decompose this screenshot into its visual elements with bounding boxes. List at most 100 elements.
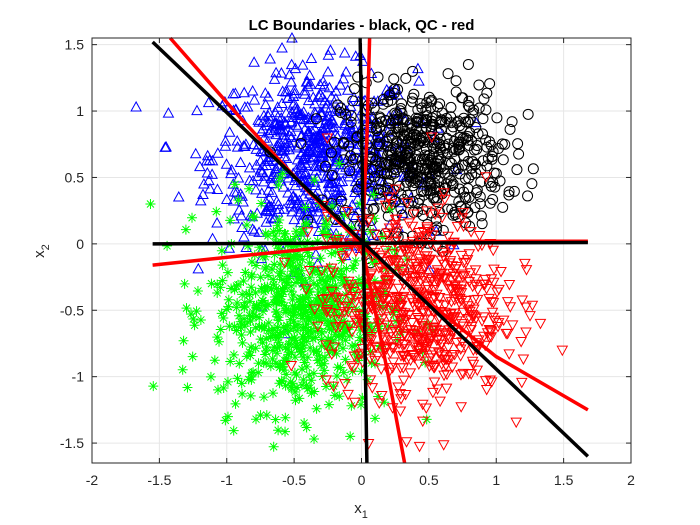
- data-point: [336, 251, 349, 262]
- data-point: [284, 338, 295, 349]
- data-point: [399, 389, 412, 401]
- data-point: [268, 279, 279, 290]
- data-point: [274, 296, 285, 307]
- data-point: [270, 162, 282, 173]
- data-point: [236, 378, 247, 389]
- data-point: [180, 224, 191, 235]
- data-point: [420, 403, 433, 415]
- axis-ticks: -2 -1.5 -1 -0.5 0 0.5 1 1.5 2 -1.5 -1 -0.5 0 0.5 1 1.5: [60, 37, 635, 488]
- data-point: [456, 213, 469, 224]
- data-point: [512, 138, 524, 150]
- data-point: [250, 143, 263, 154]
- data-point: [267, 264, 278, 275]
- data-point: [534, 318, 547, 330]
- data-point: [394, 406, 407, 418]
- data-point: [281, 355, 292, 366]
- data-point: [251, 170, 264, 181]
- data-point: [386, 132, 398, 144]
- data-point: [319, 352, 330, 363]
- data-point: [276, 97, 288, 109]
- data-point: [501, 328, 514, 340]
- data-point: [399, 255, 412, 267]
- data-point: [277, 181, 290, 192]
- data-point: [398, 344, 411, 355]
- data-point: [337, 253, 349, 264]
- data-point: [392, 283, 405, 295]
- data-point: [319, 122, 332, 133]
- data-point: [148, 381, 159, 392]
- data-point: [348, 397, 361, 409]
- data-point: [303, 146, 315, 157]
- data-point: [265, 212, 277, 224]
- data-point: [299, 357, 310, 368]
- data-point: [255, 272, 266, 283]
- data-point: [387, 357, 400, 368]
- data-point: [253, 367, 264, 378]
- data-point: [256, 198, 267, 209]
- data-point: [302, 236, 313, 247]
- data-point: [337, 275, 348, 286]
- data-point: [294, 268, 305, 279]
- data-point: [491, 287, 503, 298]
- data-point: [381, 320, 394, 332]
- data-point: [285, 106, 298, 118]
- data-point: [431, 384, 444, 395]
- data-point: [275, 266, 286, 277]
- data-point: [286, 383, 297, 394]
- data-point: [283, 326, 294, 337]
- data-point: [483, 332, 496, 344]
- data-point: [295, 293, 306, 304]
- data-point: [427, 267, 440, 279]
- data-point: [324, 44, 337, 55]
- data-point: [446, 203, 458, 215]
- data-point: [321, 97, 334, 109]
- data-point: [280, 426, 291, 437]
- data-point: [307, 333, 318, 344]
- data-point: [291, 226, 302, 237]
- data-point: [388, 87, 400, 99]
- data-point: [527, 163, 539, 175]
- data-point: [237, 289, 248, 300]
- data-point: [433, 299, 445, 311]
- data-point: [318, 80, 331, 91]
- chart-title: LC Boundaries - black, QC - red: [249, 17, 475, 34]
- data-point: [268, 73, 281, 84]
- data-point: [243, 241, 254, 252]
- data-point: [487, 297, 500, 309]
- data-point: [288, 213, 301, 225]
- data-point: [433, 155, 445, 167]
- data-point: [270, 117, 283, 128]
- data-point: [285, 200, 298, 212]
- data-point: [245, 390, 256, 401]
- x-tick-label: 1: [492, 472, 500, 488]
- data-point: [416, 326, 429, 338]
- boundary-lines: [151, 36, 590, 464]
- data-point: [342, 285, 354, 296]
- data-point: [328, 136, 340, 148]
- data-point: [296, 224, 307, 235]
- data-point: [391, 108, 403, 120]
- data-point: [504, 302, 517, 313]
- data-point: [225, 163, 238, 175]
- data-point: [270, 307, 281, 318]
- data-point: [450, 75, 462, 87]
- data-point: [376, 314, 389, 325]
- data-point: [429, 279, 442, 291]
- data-point: [430, 224, 442, 236]
- data-point: [455, 288, 468, 299]
- data-point: [436, 351, 448, 362]
- data-point: [338, 328, 349, 339]
- data-point: [269, 106, 282, 118]
- data-point: [320, 234, 333, 245]
- data-point: [333, 339, 344, 350]
- data-point: [194, 194, 207, 206]
- data-point: [291, 277, 302, 288]
- data-point: [395, 394, 407, 405]
- data-point: [195, 314, 206, 325]
- data-point: [329, 390, 340, 401]
- data-point: [503, 186, 515, 198]
- data-point: [427, 325, 438, 336]
- data-point: [283, 249, 294, 260]
- data-point: [317, 294, 329, 306]
- data-point: [419, 153, 431, 165]
